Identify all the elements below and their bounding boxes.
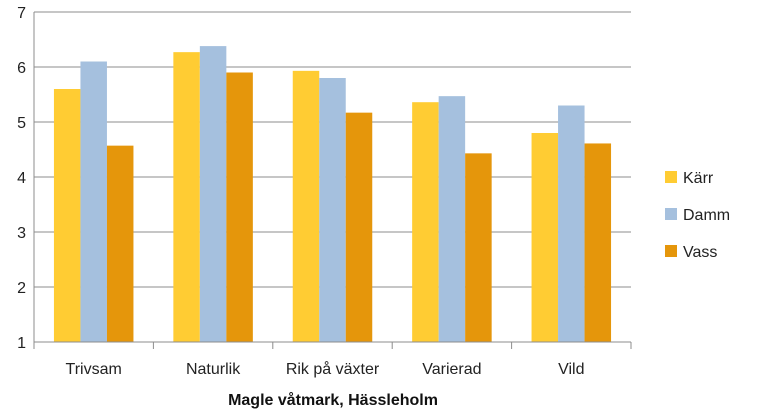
x-category-label: Trivsam [66, 361, 122, 378]
legend-swatch-kärr [665, 171, 677, 183]
x-category-label: Rik på växter [286, 360, 380, 378]
legend-label-kärr: Kärr [683, 170, 714, 187]
bar-vass-2 [345, 112, 373, 343]
bar-vass-4 [584, 143, 612, 342]
y-tick-label: 4 [17, 170, 26, 187]
legend: Kärr Damm Vass [665, 170, 730, 261]
x-axis: Trivsam Naturlik Rik på växter Varierad Vild [33, 341, 632, 378]
bars [53, 46, 612, 343]
bar-kärr-0 [53, 89, 81, 342]
legend-label-vass: Vass [683, 244, 717, 261]
y-axis-ticks: 1 2 3 4 5 6 7 [17, 5, 26, 352]
bar-damm-1 [199, 46, 227, 342]
y-tick-label: 1 [17, 335, 26, 352]
x-category-label: Vild [558, 361, 584, 378]
y-tick-label: 3 [17, 225, 26, 242]
x-category-label: Naturlik [186, 361, 241, 378]
x-category-label: Varierad [422, 361, 481, 378]
bar-damm-0 [80, 61, 107, 342]
x-axis-title: Magle våtmark, Hässleholm [228, 391, 438, 409]
bar-kärr-4 [531, 133, 559, 342]
bar-vass-0 [106, 145, 134, 342]
legend-swatch-damm [665, 208, 677, 220]
bar-kärr-1 [173, 52, 200, 343]
bar-kärr-3 [412, 102, 439, 342]
y-tick-label: 5 [17, 115, 26, 132]
legend-swatch-vass [665, 245, 677, 257]
y-tick-label: 6 [17, 60, 26, 77]
bar-damm-3 [438, 96, 466, 343]
bar-damm-4 [558, 105, 585, 342]
bar-damm-2 [319, 78, 346, 342]
y-tick-label: 7 [17, 5, 26, 22]
bar-kärr-2 [292, 70, 320, 342]
bar-vass-3 [465, 153, 492, 342]
y-tick-label: 2 [17, 280, 26, 297]
legend-label-damm: Damm [683, 207, 730, 224]
bar-vass-1 [226, 72, 253, 342]
